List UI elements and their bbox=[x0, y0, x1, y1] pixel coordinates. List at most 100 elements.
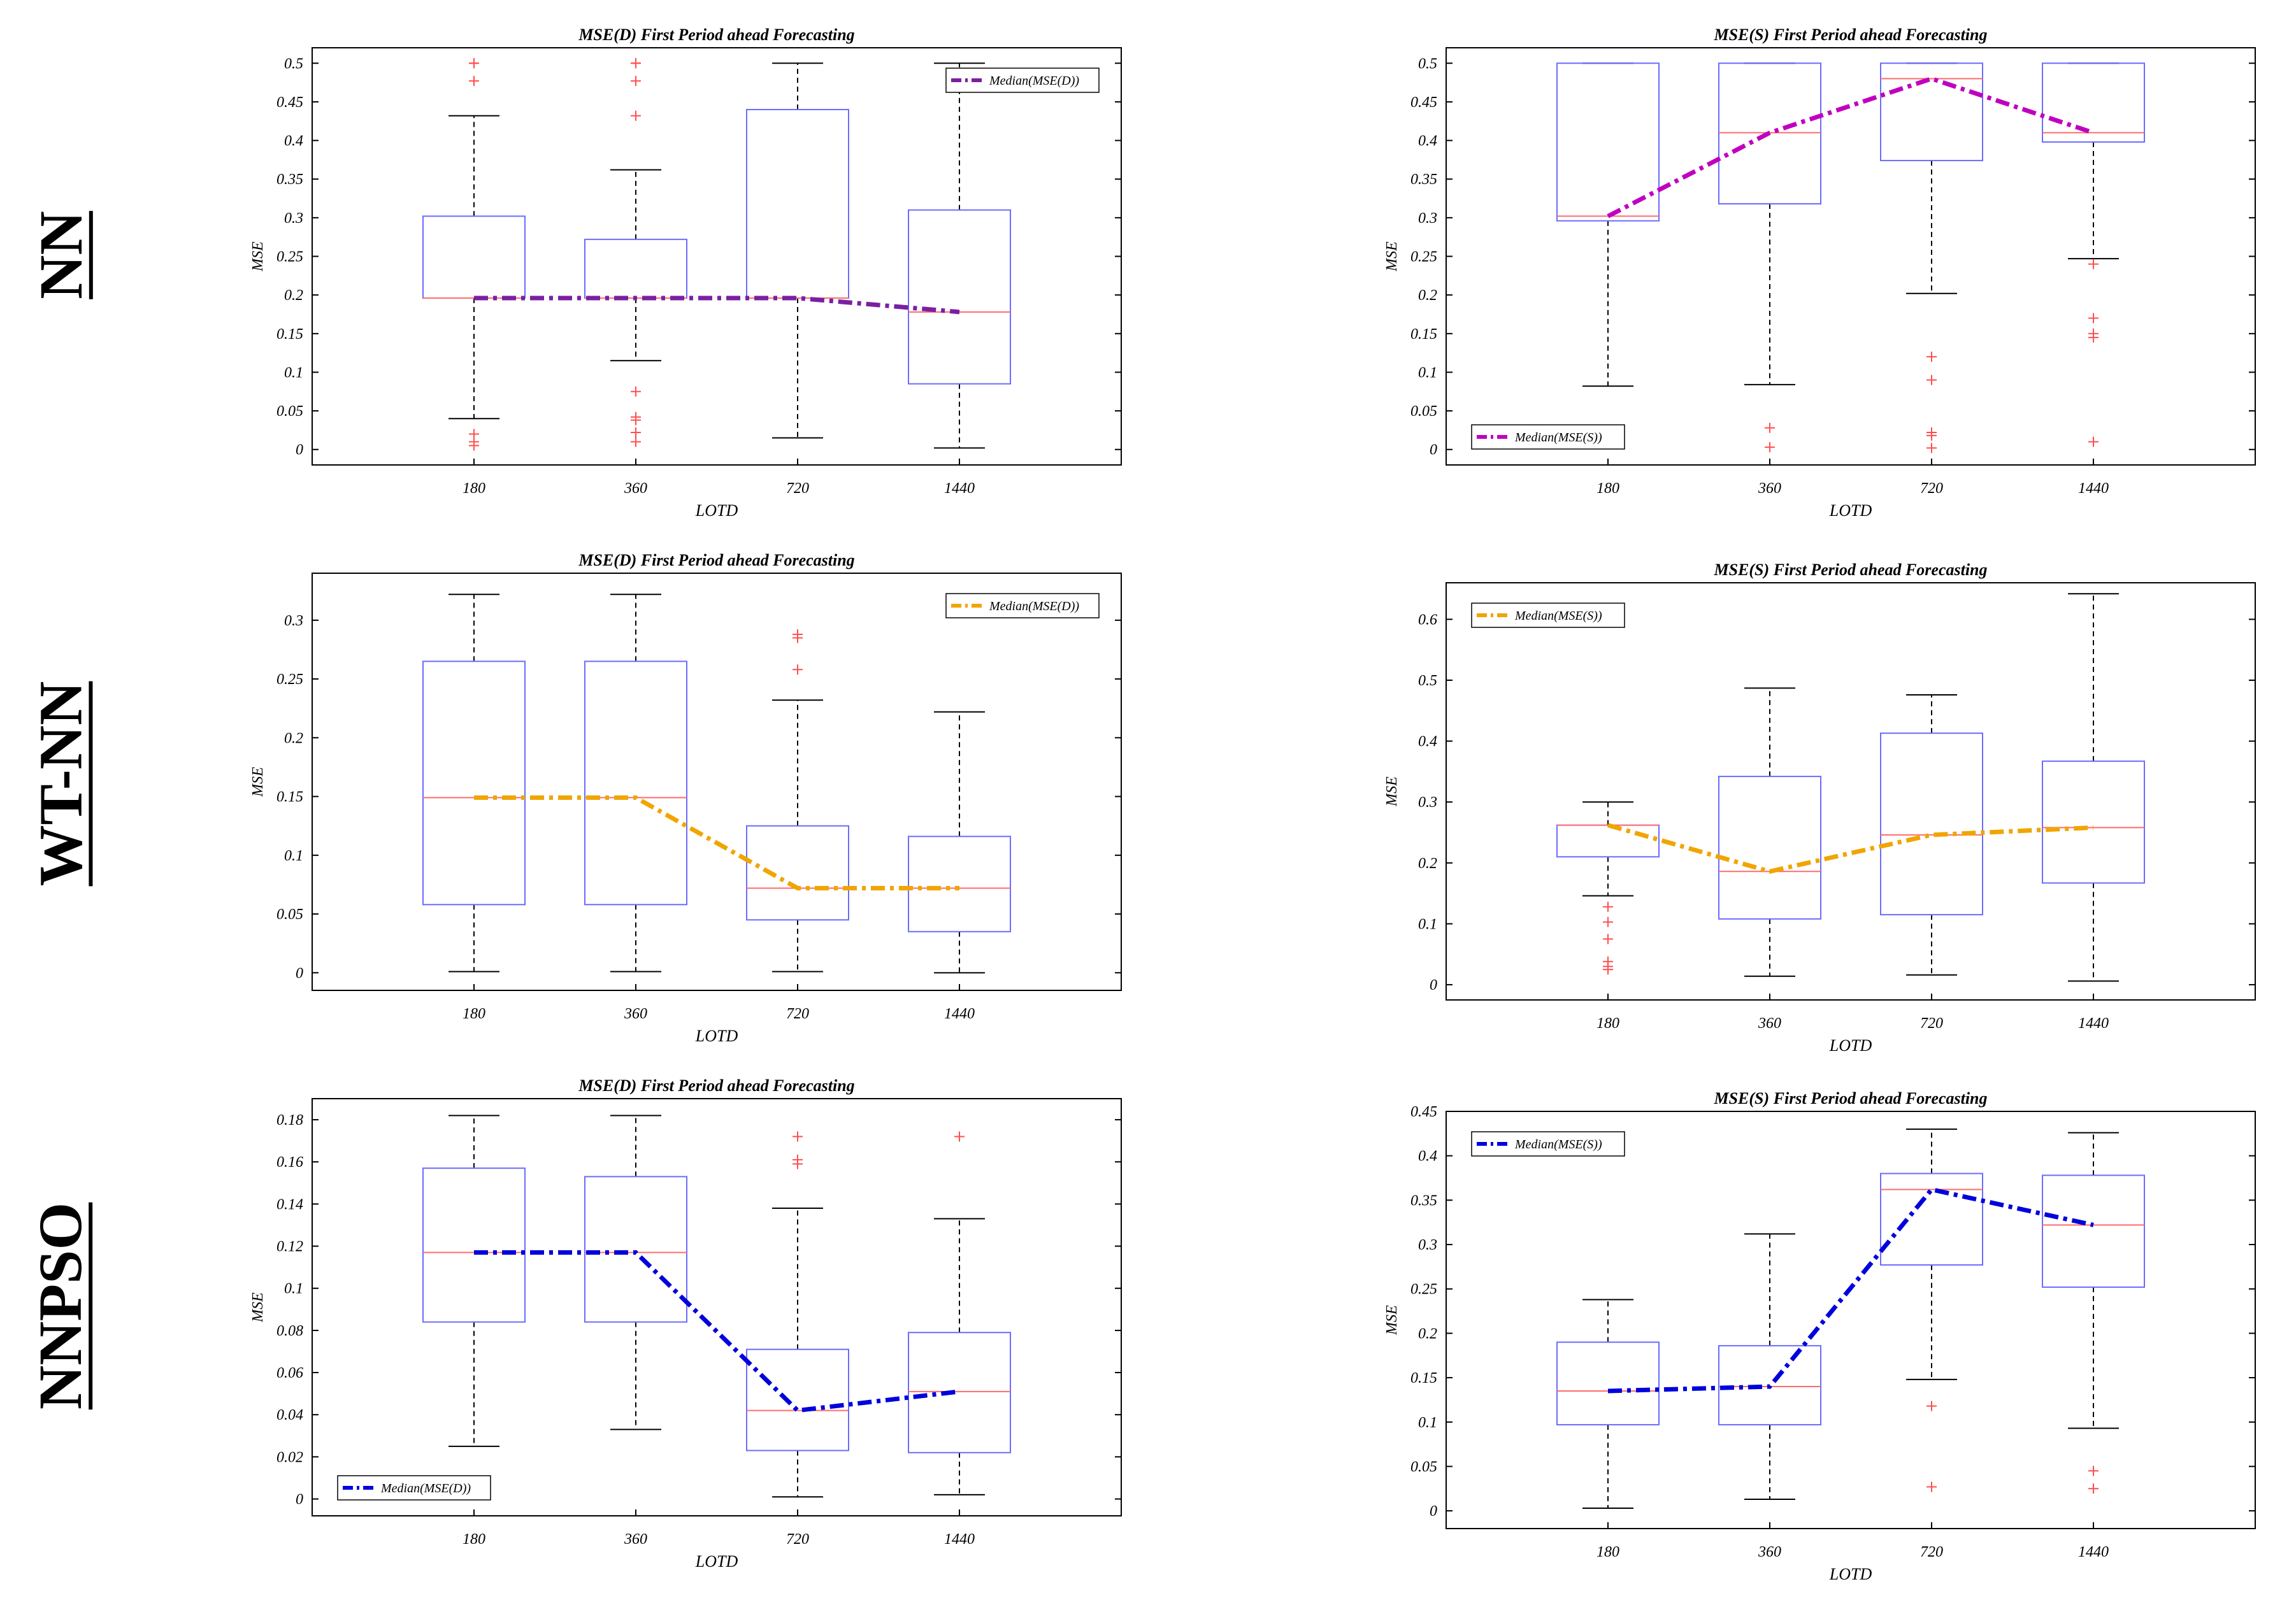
iqr-box bbox=[584, 660, 687, 906]
y-tick-label: 0.04 bbox=[276, 1407, 303, 1423]
outlier-marker bbox=[1603, 901, 1613, 912]
y-tick-label: 0.5 bbox=[1418, 673, 1437, 689]
y-tick-label: 0.3 bbox=[1418, 210, 1437, 227]
x-tick-label: 180 bbox=[463, 480, 485, 497]
outlier-marker bbox=[1926, 1481, 1937, 1492]
y-tick-label: 0.25 bbox=[276, 249, 303, 266]
iqr-box bbox=[422, 1167, 526, 1323]
box-360 bbox=[584, 58, 687, 447]
y-tick-label: 0.2 bbox=[1418, 287, 1437, 304]
y-tick-label: 0.4 bbox=[1418, 734, 1437, 750]
y-tick-label: 0.1 bbox=[1418, 916, 1437, 932]
y-tick-label: 0.14 bbox=[276, 1196, 303, 1213]
row-label-nnpso: NNPSO bbox=[13, 1172, 108, 1439]
y-tick-label: 0.45 bbox=[1410, 1104, 1437, 1120]
box-360 bbox=[1718, 62, 1821, 453]
y-tick-label: 0.1 bbox=[1418, 364, 1437, 381]
chart-svg: MSE(D) First Period ahead Forecasting 0 0.… bbox=[250, 551, 1122, 1045]
outlier-marker bbox=[793, 664, 803, 675]
chart-svg: MSE(S) First Period ahead Forecasting 0 0.… bbox=[1384, 25, 2256, 520]
legend-label: Median(MSE(D)) bbox=[989, 599, 1079, 613]
iqr-box bbox=[422, 215, 526, 299]
box-180 bbox=[422, 1115, 526, 1447]
y-tick-label: 0.16 bbox=[276, 1154, 303, 1171]
iqr-box bbox=[1718, 62, 1821, 205]
median-series-line bbox=[1607, 76, 2095, 218]
row-label-nn: NN bbox=[13, 121, 108, 389]
box-180 bbox=[422, 594, 526, 973]
y-tick-label: 0.12 bbox=[276, 1239, 303, 1255]
x-tick-label: 360 bbox=[1758, 1015, 1781, 1032]
legend: Median(MSE(S)) bbox=[1471, 424, 1625, 450]
box-360 bbox=[1718, 687, 1821, 977]
legend-label: Median(MSE(D)) bbox=[989, 74, 1079, 88]
plot-frame bbox=[1446, 47, 2256, 466]
iqr-box bbox=[1718, 1345, 1821, 1425]
outlier-marker bbox=[793, 1131, 803, 1142]
median-series-line bbox=[1607, 823, 2094, 874]
y-tick-label: 0.2 bbox=[1418, 855, 1437, 872]
outlier-marker bbox=[631, 76, 641, 87]
chart-svg: MSE(D) First Period ahead Forecasting 0 0.… bbox=[250, 25, 1122, 520]
chart-title: MSE(D) First Period ahead Forecasting bbox=[578, 1076, 854, 1095]
x-tick-label: 180 bbox=[1596, 1544, 1619, 1560]
iqr-box bbox=[2042, 760, 2145, 884]
box-360 bbox=[1718, 1233, 1821, 1501]
y-tick-label: 0.45 bbox=[276, 94, 303, 111]
x-tick-label: 720 bbox=[1920, 1544, 1943, 1560]
x-tick-label: 180 bbox=[1596, 480, 1619, 497]
outlier-marker bbox=[793, 1159, 803, 1169]
row-label-wt-nn: WT-NN bbox=[13, 650, 108, 917]
box-1440 bbox=[908, 62, 1011, 449]
box-720 bbox=[746, 62, 849, 439]
box-1440 bbox=[908, 1131, 1011, 1495]
iqr-box bbox=[908, 836, 1011, 932]
iqr-box bbox=[1880, 1173, 1983, 1266]
y-tick-label: 0.1 bbox=[284, 364, 303, 381]
x-axis-label: LOTD bbox=[695, 1027, 738, 1045]
y-tick-label: 0.06 bbox=[276, 1365, 303, 1381]
x-tick-label: 1440 bbox=[944, 480, 975, 497]
x-tick-label: 1440 bbox=[2078, 480, 2109, 497]
plot-frame bbox=[312, 47, 1122, 466]
outlier-marker bbox=[1926, 443, 1937, 453]
y-tick-label: 0 bbox=[1430, 1503, 1437, 1520]
y-tick-label: 0.2 bbox=[1418, 1325, 1437, 1342]
median-series-line bbox=[474, 296, 960, 315]
outlier-marker bbox=[1603, 917, 1613, 927]
box-180 bbox=[422, 58, 526, 451]
y-tick-label: 0.1 bbox=[284, 1281, 303, 1297]
y-tick-label: 0.3 bbox=[1418, 1237, 1437, 1253]
y-tick-label: 0.5 bbox=[284, 55, 303, 72]
y-axis-label: MSE bbox=[1384, 1305, 1400, 1336]
y-axis-label: MSE bbox=[1384, 241, 1400, 272]
y-tick-label: 0.05 bbox=[276, 403, 303, 420]
y-tick-label: 0.18 bbox=[276, 1112, 303, 1129]
legend: Median(MSE(S)) bbox=[1471, 1131, 1625, 1157]
box-180 bbox=[1556, 1299, 1660, 1509]
y-tick-label: 0.35 bbox=[1410, 171, 1437, 188]
y-tick-label: 0.6 bbox=[1418, 611, 1437, 628]
box-1440 bbox=[2042, 1132, 2145, 1494]
outlier-marker bbox=[1765, 422, 1775, 433]
y-tick-label: 0.15 bbox=[276, 326, 303, 343]
chart-nnpso-mse-s: MSE(S) First Period ahead Forecasting 0 0.… bbox=[1376, 1083, 2256, 1583]
outlier-marker bbox=[469, 58, 479, 69]
chart-wtnn-mse-s: MSE(S) First Period ahead Forecasting 0 0.… bbox=[1376, 554, 2256, 1055]
outlier-marker bbox=[631, 386, 641, 397]
x-tick-label: 1440 bbox=[944, 1006, 975, 1022]
outlier-marker bbox=[954, 1131, 965, 1142]
y-tick-label: 0.35 bbox=[276, 171, 303, 188]
x-tick-label: 720 bbox=[1920, 1015, 1943, 1032]
row-label-nn-text: NN bbox=[26, 210, 95, 299]
row-label-nnpso-text: NNPSO bbox=[26, 1202, 95, 1409]
x-tick-label: 180 bbox=[1596, 1015, 1619, 1032]
y-tick-label: 0.4 bbox=[1418, 1148, 1437, 1165]
y-tick-label: 0.3 bbox=[284, 613, 303, 629]
x-tick-label: 360 bbox=[1758, 480, 1781, 497]
x-tick-label: 1440 bbox=[2078, 1015, 2109, 1032]
chart-svg: MSE(D) First Period ahead Forecasting 0 0.… bbox=[250, 1076, 1122, 1571]
outlier-marker bbox=[631, 110, 641, 121]
iqr-box bbox=[1556, 824, 1660, 858]
iqr-box bbox=[2042, 62, 2145, 143]
